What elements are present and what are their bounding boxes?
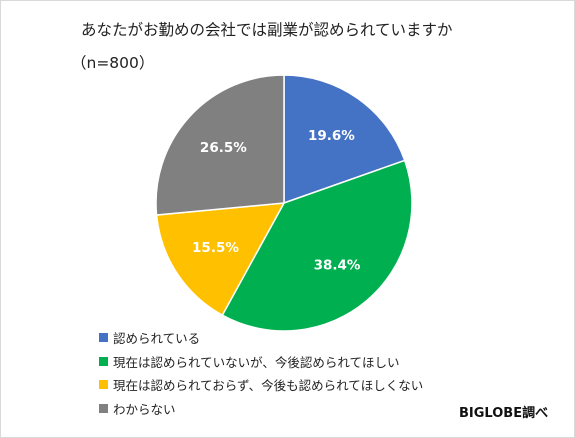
source-credit: BIGLOBE調べ (459, 406, 549, 421)
chart-title: あなたがお勤めの会社では副業が認められていますか (81, 21, 453, 39)
legend-item-2: 現在は認められていないが、今後認められてほしい (99, 350, 423, 374)
slice-3 (155, 202, 286, 317)
data-label-4: 26.5% (200, 140, 247, 156)
legend-item-1: 認められている (99, 326, 423, 350)
legend-swatch (99, 380, 108, 390)
legend-label: 現在は認められておらず、今後も認められてほしくない (113, 378, 424, 394)
data-label-1: 19.6% (308, 128, 355, 144)
data-label-3: 15.5% (192, 240, 239, 256)
legend-swatch (99, 333, 108, 343)
legend-label: 現在は認められていないが、今後認められてほしい (113, 354, 400, 370)
chart-subtitle: （n=800） (71, 54, 155, 72)
pie-slices (155, 74, 413, 332)
legend-swatch (99, 403, 108, 413)
slice-4 (155, 74, 285, 216)
chart-legend: 認められている現在は認められていないが、今後認められてほしい現在は認められておら… (99, 326, 423, 420)
slice-2 (221, 159, 413, 332)
legend-label: わからない (113, 401, 176, 417)
data-label-2: 38.4% (314, 258, 361, 274)
pie-value-labels: 19.6% 38.4% 15.5% 26.5% (192, 128, 361, 273)
legend-item-3: 現在は認められておらず、今後も認められてほしくない (99, 373, 423, 397)
legend-label: 認められている (113, 331, 201, 347)
legend-swatch (99, 356, 108, 366)
legend-item-4: わからない (99, 397, 423, 421)
